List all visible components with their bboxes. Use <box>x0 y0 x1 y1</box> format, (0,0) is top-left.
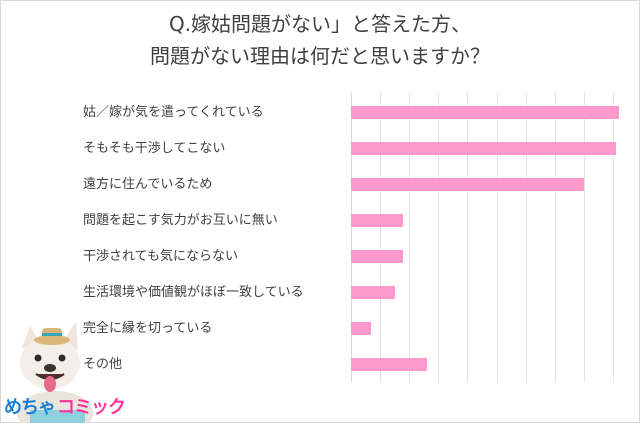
mechacomic-logo: めちゃ コミック <box>4 393 126 419</box>
gridline <box>584 92 585 382</box>
bar <box>351 250 403 263</box>
bar <box>351 214 403 227</box>
category-label: 問題を起こす気力がお互いに無い <box>83 213 278 228</box>
category-label: そもそも干渉してこない <box>83 141 226 156</box>
category-label: 干渉されても気にならない <box>83 249 238 264</box>
gridline <box>438 92 439 382</box>
plot-area <box>351 92 640 382</box>
chart-title: Q.嫁姑問題がない」と答えた方、 問題がない理由は何だと思いますか？ <box>0 8 640 72</box>
title-line-2: 問題がない理由は何だと思いますか？ <box>150 44 490 68</box>
bar <box>351 286 395 299</box>
y-axis-line <box>351 92 352 382</box>
bar <box>351 322 371 335</box>
gridline <box>613 92 614 382</box>
category-label: 完全に縁を切っている <box>83 321 213 336</box>
category-label: 姑／嫁が気を遣ってくれている <box>83 105 264 120</box>
bar-row: 完全に縁を切っている <box>0 311 640 347</box>
bar-row: そもそも干渉してこない <box>0 131 640 167</box>
logo-part-2: コミック <box>57 397 126 418</box>
bar-row: 生活環境や価値観がほぼ一致している <box>0 275 640 311</box>
bar-row: その他 <box>0 347 640 383</box>
logo-part-1: めちゃ <box>4 397 56 418</box>
bar-row: 干渉されても気にならない <box>0 239 640 275</box>
dog-mascot-image <box>0 318 125 427</box>
gridline <box>409 92 410 382</box>
gridline <box>380 92 381 382</box>
gridline <box>467 92 468 382</box>
bar <box>351 178 584 191</box>
category-label: 遠方に住んでいるため <box>83 177 213 192</box>
bar-row: 遠方に住んでいるため <box>0 167 640 203</box>
gridline <box>497 92 498 382</box>
bar-row: 姑／嫁が気を遣ってくれている <box>0 95 640 131</box>
category-label: 生活環境や価値観がほぼ一致している <box>83 285 304 300</box>
bar <box>351 106 619 119</box>
bar <box>351 142 616 155</box>
bar <box>351 358 427 371</box>
category-label: その他 <box>83 357 123 372</box>
gridline <box>526 92 527 382</box>
title-line-1: Q.嫁姑問題がない」と答えた方、 <box>168 12 472 36</box>
bar-row: 問題を起こす気力がお互いに無い <box>0 203 640 239</box>
gridline <box>555 92 556 382</box>
